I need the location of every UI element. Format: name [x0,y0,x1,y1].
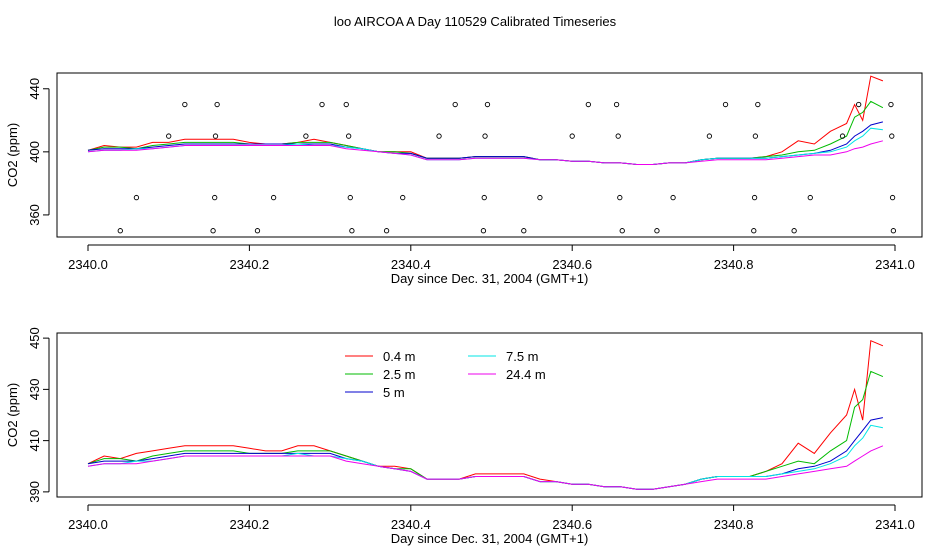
calibration-point [270,194,277,201]
x-tick-label: 2340.6 [552,517,592,532]
x-axis-label: Day since Dec. 31, 2004 (GMT+1) [391,271,589,286]
series-line-24-4-m [87,445,884,490]
series-line-2-5-m [87,370,884,490]
calibration-point [254,228,261,234]
legend-label: 2.5 m [383,367,416,382]
top-panel: 2340.0 2340.2 2340.4 2340.6 2340.8 2341.0 Day … [5,72,923,286]
legend-label: 7.5 m [506,349,539,364]
y-tick-label: 450 [27,327,42,349]
x-tick-label: 2340.8 [714,517,754,532]
calibration-point [436,133,442,139]
legend-label: 0.4 m [383,349,416,364]
calibration-point [481,194,487,201]
calibration-point [210,228,216,234]
calibration-point [619,228,625,234]
series-line-0-4-m [87,339,884,490]
calibration-point [212,133,219,139]
calibration-point [615,133,621,139]
calibration-point [212,194,218,201]
x-tick-label: 2340.4 [391,257,431,272]
x-tick-label: 2340.4 [391,517,431,532]
calibration-point [133,194,140,201]
legend-label: 5 m [383,385,405,400]
calibration-point [303,133,309,139]
calibration-point [521,228,527,234]
calibration-point [839,133,846,139]
x-tick-label: 2340.6 [552,257,592,272]
calibration-point [383,228,390,234]
calibration-point [807,194,813,201]
calibration-point [888,101,894,108]
y-tick-label: 430 [27,379,42,401]
calibration-point [670,194,676,201]
calibration-point [537,194,543,201]
calibration-point [349,228,355,234]
calibration-point [722,101,729,108]
calibration-point [182,101,188,108]
calibration-point [617,194,623,201]
calibration-point [890,228,897,234]
calibration-point [400,194,406,201]
calibration-point [482,133,488,139]
calibration-point [484,101,491,108]
series-line-24-4-m [87,140,884,165]
y-tick-label: 410 [27,430,42,452]
series-line-0-4-m [87,75,884,165]
series-line-2-5-m [87,100,884,165]
calibration-point [480,228,487,234]
calibration-point [706,133,713,139]
calibration-point [791,228,797,234]
calibration-point [856,101,862,108]
x-tick-label: 2340.0 [68,517,108,532]
legend-label: 24.4 m [506,367,546,382]
x-tick-label: 2340.2 [230,517,270,532]
series-line-5-m [87,417,884,490]
calibration-point [166,133,172,139]
calibration-point [889,194,896,201]
calibration-point [346,133,352,139]
calibration-point [889,133,895,139]
bottom-panel: 2340.0 2340.2 2340.4 2340.6 2340.8 2341.0 Day … [5,327,923,546]
calibration-point [613,101,620,108]
calibration-point [752,133,759,139]
calibration-point [585,101,591,108]
plot-frame [56,332,923,498]
y-tick-label: 400 [27,141,42,163]
x-axis-label: Day since Dec. 31, 2004 (GMT+1) [391,531,589,546]
y-axis-label: CO2 (ppm) [5,383,20,447]
calibration-point [654,228,660,234]
figure-title: loo AIRCOA A Day 110529 Calibrated Times… [334,14,617,29]
calibration-point [214,101,220,108]
calibration-point [343,101,349,108]
x-tick-label: 2341.0 [875,257,915,272]
calibration-point [751,194,758,201]
calibration-point [755,101,761,108]
series-line-7-5-m [87,424,884,490]
y-tick-label: 390 [27,481,42,503]
y-tick-label: 360 [27,204,42,226]
y-tick-label: 440 [27,78,42,100]
y-axis-label: CO2 (ppm) [5,123,20,187]
calibration-point [452,101,458,108]
x-tick-label: 2340.2 [230,257,270,272]
calibration-point [347,194,353,201]
plot-frame [56,72,923,238]
calibration-point [319,101,325,108]
calibration-point [751,228,757,234]
x-tick-label: 2341.0 [875,517,915,532]
calibration-point [117,228,123,234]
x-tick-label: 2340.8 [714,257,754,272]
calibration-point [569,133,575,139]
x-tick-label: 2340.0 [68,257,108,272]
